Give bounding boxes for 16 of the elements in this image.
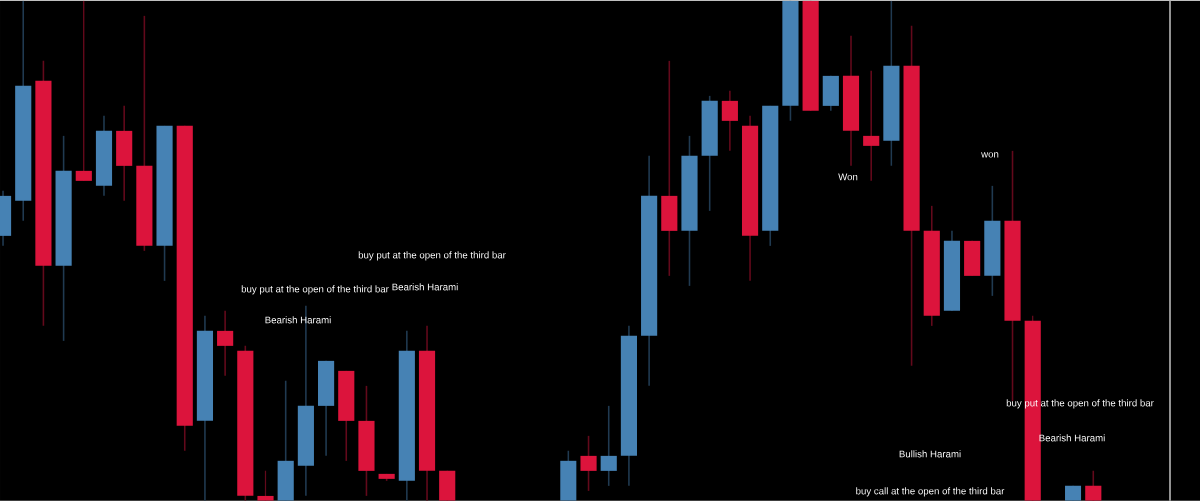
annotation: buy put at the open of the third bar [1006, 399, 1154, 409]
candlestick [1085, 470, 1102, 501]
annotation: buy call at the open of the third bar [856, 487, 1005, 497]
annotation: Bearish Harami [265, 316, 331, 324]
candlestick [580, 435, 597, 492]
annotation: Bearish Harami [392, 283, 458, 291]
candlestick [217, 310, 234, 377]
annotation: buy put at the open of the third bar [358, 251, 506, 261]
candlestick [863, 70, 880, 182]
candlestick [721, 90, 738, 152]
candlestick [600, 405, 617, 487]
candlestick [75, 0, 92, 182]
annotation: won [981, 152, 999, 158]
annotation: Bullish Harami [899, 450, 961, 458]
annotation: Won [838, 173, 858, 181]
annotation: buy put at the open of the third bar [241, 285, 389, 295]
